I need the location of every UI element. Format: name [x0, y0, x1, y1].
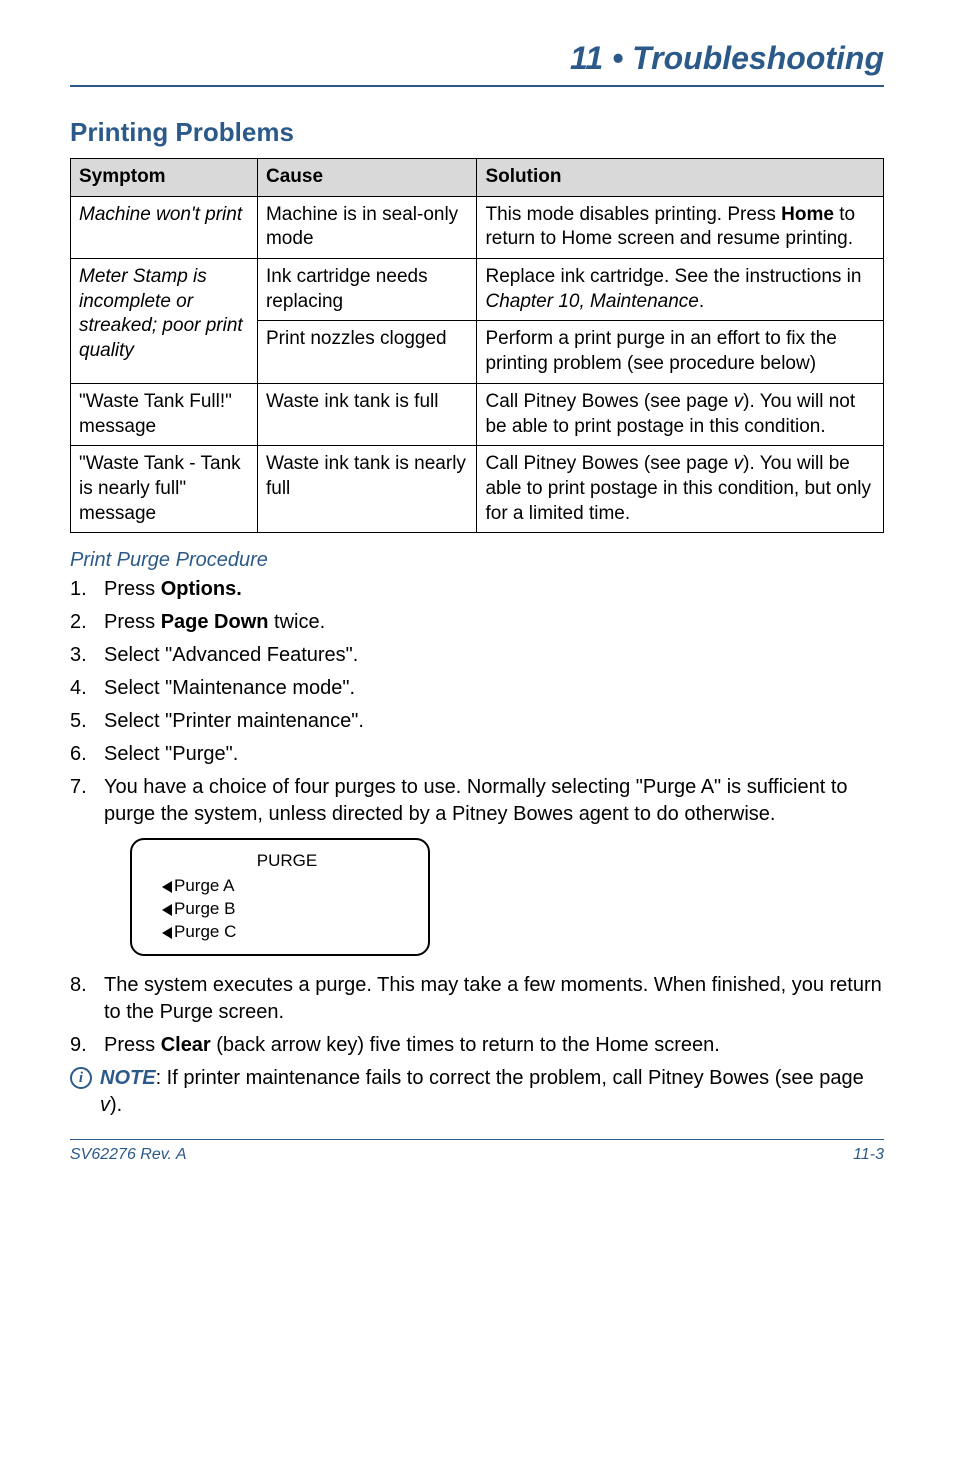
text: Purge C [174, 922, 236, 941]
cell-solution: Call Pitney Bowes (see page v). You will… [477, 383, 884, 445]
cell-cause: Ink cartridge needs replacing [257, 259, 477, 321]
cell-symptom: Machine won't print [71, 196, 258, 258]
table-row: Machine won't print Machine is in seal-o… [71, 196, 884, 258]
footer-left: SV62276 Rev. A [70, 1146, 187, 1164]
table-header: Cause [257, 159, 477, 197]
text: . [699, 291, 704, 312]
text: This mode disables printing. Press [485, 204, 781, 225]
cell-symptom: "Waste Tank - Tank is nearly full" messa… [71, 446, 258, 533]
purge-item: Purge C [162, 921, 412, 944]
text-bold: Options. [161, 578, 242, 600]
text-italic: v [734, 453, 744, 474]
footer-right: 11-3 [853, 1146, 884, 1164]
step: Press Clear (back arrow key) five times … [70, 1032, 884, 1059]
purge-box-title: PURGE [162, 850, 412, 873]
cell-cause: Machine is in seal-only mode [257, 196, 477, 258]
purge-item: Purge A [162, 875, 412, 898]
step: You have a choice of four purges to use.… [70, 774, 884, 828]
table-header: Solution [477, 159, 884, 197]
text: Call Pitney Bowes (see page [485, 453, 733, 474]
table-row: "Waste Tank Full!" message Waste ink tan… [71, 383, 884, 445]
cell-cause: Waste ink tank is nearly full [257, 446, 477, 533]
text-bold: Page Down [161, 611, 269, 633]
cell-solution: Perform a print purge in an effort to fi… [477, 321, 884, 383]
text: Press [104, 611, 161, 633]
note-label: NOTE [100, 1067, 156, 1089]
cell-symptom: "Waste Tank Full!" message [71, 383, 258, 445]
triangle-left-icon [162, 904, 172, 916]
text: Purge B [174, 899, 235, 918]
info-icon: i [70, 1067, 92, 1089]
procedure-steps: Press Options. Press Page Down twice. Se… [70, 576, 884, 828]
note-text: NOTE: If printer maintenance fails to co… [100, 1065, 884, 1119]
step: Select "Purge". [70, 741, 884, 768]
note: i NOTE: If printer maintenance fails to … [70, 1065, 884, 1119]
cell-cause: Print nozzles clogged [257, 321, 477, 383]
cell-cause: Waste ink tank is full [257, 383, 477, 445]
step: Select "Maintenance mode". [70, 675, 884, 702]
purge-box: PURGE Purge A Purge B Purge C [130, 838, 430, 956]
procedure-steps-continued: The system executes a purge. This may ta… [70, 972, 884, 1059]
text-italic: v [100, 1094, 110, 1116]
chapter-title: 11 • Troubleshooting [70, 40, 884, 87]
text: Press [104, 578, 161, 600]
text: twice. [268, 611, 325, 633]
step: Press Options. [70, 576, 884, 603]
text: Purge A [174, 876, 235, 895]
cell-symptom: Meter Stamp is incomplete or streaked; p… [71, 259, 258, 384]
text: Replace ink cartridge. See the instructi… [485, 266, 861, 287]
text: ). [110, 1094, 122, 1116]
printing-problems-table: Symptom Cause Solution Machine won't pri… [70, 158, 884, 533]
table-row: "Waste Tank - Tank is nearly full" messa… [71, 446, 884, 533]
cell-solution: Replace ink cartridge. See the instructi… [477, 259, 884, 321]
table-header: Symptom [71, 159, 258, 197]
text-italic: Chapter 10, Maintenance [485, 291, 698, 312]
cell-solution: This mode disables printing. Press Home … [477, 196, 884, 258]
triangle-left-icon [162, 881, 172, 893]
table-row: Meter Stamp is incomplete or streaked; p… [71, 259, 884, 321]
text: : If printer maintenance fails to correc… [156, 1067, 864, 1089]
text: Call Pitney Bowes (see page [485, 391, 733, 412]
step: Select "Advanced Features". [70, 642, 884, 669]
text-bold: Clear [161, 1034, 211, 1056]
step: The system executes a purge. This may ta… [70, 972, 884, 1026]
page-footer: SV62276 Rev. A 11-3 [70, 1139, 884, 1164]
triangle-left-icon [162, 927, 172, 939]
step: Press Page Down twice. [70, 609, 884, 636]
text-italic: v [734, 391, 744, 412]
text: Press [104, 1034, 161, 1056]
text: (back arrow key) five times to return to… [211, 1034, 720, 1056]
purge-item: Purge B [162, 898, 412, 921]
text-bold: Home [781, 204, 834, 225]
section-title: Printing Problems [70, 117, 884, 148]
procedure-title: Print Purge Procedure [70, 549, 884, 572]
step: Select "Printer maintenance". [70, 708, 884, 735]
cell-solution: Call Pitney Bowes (see page v). You will… [477, 446, 884, 533]
